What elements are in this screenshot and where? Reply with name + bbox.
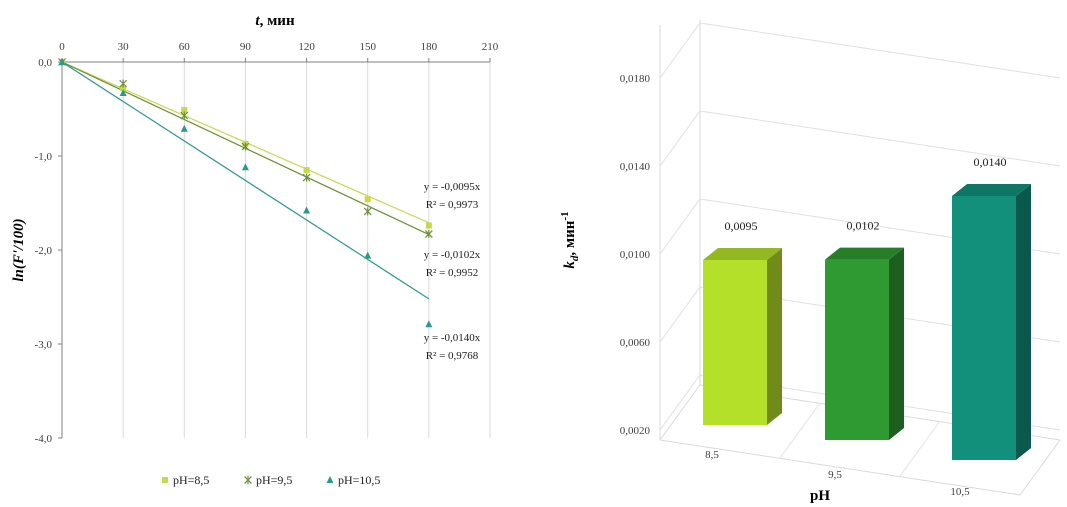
right-grid-line-side xyxy=(659,198,701,255)
legend-label: pH=9,5 xyxy=(256,473,292,487)
left-point-ph105 xyxy=(119,89,127,97)
left-y-tick-label: -4,0 xyxy=(35,433,53,445)
left-point-ph95 xyxy=(302,173,311,182)
left-x-tick-label: 90 xyxy=(240,41,252,53)
right-y-axis-subscript: d xyxy=(569,255,581,261)
left-gridlines xyxy=(122,62,491,438)
left-point-ph105 xyxy=(180,124,188,132)
bar-value-label: 0,0102 xyxy=(847,219,880,233)
left-point-ph95 xyxy=(363,207,372,216)
right-y-axis-superscript: -1 xyxy=(559,211,571,220)
left-x-tick-label: 120 xyxy=(298,41,315,53)
right-y-axis-variable: k xyxy=(562,261,578,269)
left-point-ph105 xyxy=(364,251,372,259)
bar-top xyxy=(703,248,782,260)
legend-marker-ph85 xyxy=(162,477,168,483)
right-y-tick-label: 0,0060 xyxy=(620,337,651,349)
left-trend-equations: y = -0,0095x R² = 0,9973 y = -0,0102x R² = … xyxy=(424,181,481,362)
left-x-tick-label: 180 xyxy=(421,41,438,53)
left-trend-equation: y = -0,0140x xyxy=(424,332,481,344)
bar-front xyxy=(825,259,889,440)
left-point-ph85 xyxy=(425,222,432,229)
left-trend-equation: y = -0,0095x xyxy=(424,181,481,193)
left-trend-r2: R² = 0,9952 xyxy=(426,267,479,279)
left-y-tick-label: -1,0 xyxy=(35,151,53,163)
left-point-ph105 xyxy=(241,163,249,171)
bar-side xyxy=(1016,184,1031,460)
left-legend: pH=8,5 pH=9,5 pH=10,5 xyxy=(162,473,380,487)
left-x-tick-label: 0 xyxy=(59,41,65,53)
left-y-tick-labels: 0,0 -1,0 -2,0 -3,0 -4,0 xyxy=(35,57,53,445)
bar-10-5: 0,0140 xyxy=(952,155,1031,460)
left-point-ph105 xyxy=(58,58,66,65)
right-y-tick-label: 0,0140 xyxy=(620,161,651,173)
left-x-tick-label: 150 xyxy=(359,41,376,53)
left-y-tick-label: -3,0 xyxy=(35,339,53,351)
left-x-tick-label: 210 xyxy=(482,41,499,53)
right-x-tick-label: 8,5 xyxy=(705,449,719,461)
left-point-ph85 xyxy=(181,106,188,113)
bar-side xyxy=(889,247,904,440)
left-point-ph95 xyxy=(119,79,128,88)
left-point-ph95 xyxy=(424,230,433,239)
bar-8-5: 0,0095 xyxy=(703,219,782,425)
bar-top xyxy=(952,184,1031,196)
right-y-tick-label: 0,0100 xyxy=(620,249,651,261)
bar-value-label: 0,0095 xyxy=(725,219,758,233)
right-grid-line-back xyxy=(699,22,1061,79)
left-trend-r2: R² = 0,9768 xyxy=(426,350,479,362)
right-grid-line-side xyxy=(659,286,701,343)
left-point-ph85 xyxy=(303,167,310,174)
right-x-tick-label: 9,5 xyxy=(828,469,842,481)
right-y-tick-label: 0,0020 xyxy=(620,425,651,437)
left-x-tick-label: 30 xyxy=(118,41,130,53)
right-grid-line-side xyxy=(659,110,701,167)
legend-marker-ph105 xyxy=(326,476,334,483)
left-y-tick-label: -2,0 xyxy=(35,245,53,257)
left-y-axis-title: ln(F'/100) xyxy=(11,218,27,281)
left-trendline xyxy=(61,61,430,300)
left-data-points xyxy=(58,58,433,328)
kinetics-scatter-chart: 0 30 60 90 120 150 180 210 0,0-1,0-2,0-3,0-4,0 … xyxy=(11,13,499,487)
right-grid-line-side xyxy=(659,374,701,431)
legend-label: pH=10,5 xyxy=(338,473,380,487)
right-y-axis-title: kd, мин-1 xyxy=(559,211,581,268)
bar-9-5: 0,0102 xyxy=(825,219,904,440)
left-trend-r2: R² = 0,9973 xyxy=(426,199,479,211)
right-y-axis-unit: , мин xyxy=(562,220,578,255)
left-x-axis-unit: , мин xyxy=(260,13,295,29)
left-point-ph95 xyxy=(180,111,189,120)
bar-side xyxy=(767,248,782,425)
bar-top xyxy=(825,247,904,260)
bar-front xyxy=(703,260,767,425)
legend-label: pH=8,5 xyxy=(173,473,209,487)
left-y-tick-label: 0,0 xyxy=(38,57,52,69)
left-x-tick-labels: 0 30 60 90 120 150 180 210 xyxy=(59,41,499,53)
bar-front xyxy=(952,196,1016,460)
right-grid-line-side xyxy=(659,22,701,79)
legend-marker-ph95 xyxy=(244,476,252,484)
right-x-axis-title: pH xyxy=(810,488,830,504)
left-point-ph85 xyxy=(364,196,371,203)
right-y-tick-labels: 0,0020 0,0060 0,0100 0,0140 0,0180 xyxy=(620,73,651,437)
left-point-ph105 xyxy=(425,320,433,328)
left-point-ph105 xyxy=(303,206,311,214)
left-x-axis-variable: t xyxy=(255,13,260,29)
right-x-tick-label: 10,5 xyxy=(950,486,970,498)
right-grid-line-back xyxy=(699,110,1061,167)
right-x-tick-labels: 8,5 9,5 10,5 xyxy=(705,449,970,498)
left-x-tick-label: 60 xyxy=(179,41,191,53)
bar-value-label: 0,0140 xyxy=(974,155,1007,169)
left-point-ph85 xyxy=(120,85,127,92)
right-y-tick-label: 0,0180 xyxy=(620,73,651,85)
left-x-axis-title: t, мин xyxy=(255,13,295,29)
left-axes xyxy=(58,58,491,439)
right-bars: 0,0095 0,0102 0,0140 xyxy=(703,155,1031,460)
left-trend-equation: y = -0,0102x xyxy=(424,249,481,261)
left-point-ph95 xyxy=(241,142,250,151)
